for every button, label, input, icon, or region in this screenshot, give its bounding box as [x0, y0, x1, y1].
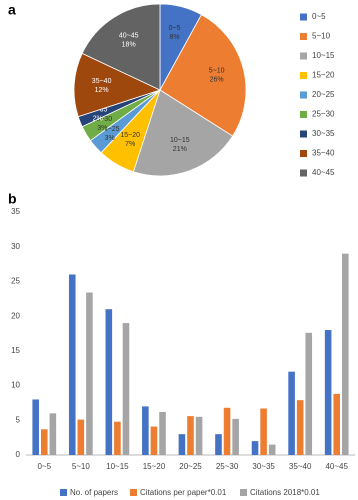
bar	[324, 330, 332, 455]
legend-label: 0~5	[312, 12, 326, 21]
slice-category: 40~45	[119, 32, 139, 39]
legend-swatch	[300, 33, 307, 40]
x-tick-label: 40~45	[325, 462, 348, 471]
x-tick-label: 10~15	[106, 462, 129, 471]
slice-label: 12%	[95, 87, 109, 94]
legend-swatch	[300, 150, 307, 157]
slice-label: 3%	[105, 135, 115, 142]
y-tick-label: 0	[16, 450, 21, 459]
bar	[68, 274, 76, 455]
legend-swatch	[240, 489, 247, 496]
legend-swatch	[300, 72, 307, 79]
slice-category: 10~15	[170, 137, 190, 144]
bar	[342, 253, 349, 455]
slice-category: 35~40	[92, 78, 112, 85]
slice-category: 15~20	[120, 132, 140, 139]
legend-label: 30~35	[312, 129, 335, 138]
legend-swatch	[130, 489, 137, 496]
bar	[305, 332, 313, 455]
y-tick-label: 25	[11, 277, 20, 286]
bar	[187, 416, 194, 455]
bar	[77, 419, 85, 455]
pie-slice	[81, 3, 161, 91]
bar	[114, 421, 121, 455]
y-tick-label: 5	[16, 415, 21, 424]
y-tick-label: 15	[11, 346, 20, 355]
bar	[40, 429, 48, 455]
slice-category: 5~10	[209, 67, 225, 74]
x-tick-label: 0~5	[37, 462, 51, 471]
slice-category: 25~30	[92, 116, 112, 123]
slice-label: 7%	[125, 141, 135, 148]
pie-slice	[73, 52, 162, 118]
x-tick-label: 35~40	[289, 462, 312, 471]
y-tick-label: 20	[11, 311, 20, 320]
slice-category: 0~5	[169, 25, 181, 32]
bar	[288, 371, 295, 455]
bar	[296, 400, 304, 455]
legend-swatch	[300, 13, 307, 21]
bar	[142, 406, 149, 455]
bar	[159, 411, 166, 455]
bar	[105, 309, 113, 455]
x-tick-label: 25~30	[216, 462, 239, 471]
legend-label: 40~45	[312, 168, 335, 177]
bar	[215, 434, 222, 455]
legend-label: 25~30	[312, 110, 335, 119]
legend-label: Citations 2018*0.01	[250, 488, 320, 497]
slice-label: 8%	[169, 34, 179, 41]
bar	[32, 399, 39, 455]
bar	[251, 441, 259, 455]
slice-label: 21%	[173, 146, 187, 153]
x-tick-label: 15~20	[143, 462, 166, 471]
bar	[122, 323, 130, 455]
panel-label: b	[8, 191, 17, 207]
bar	[178, 434, 186, 455]
bar	[232, 418, 239, 455]
bar	[333, 393, 341, 455]
legend-label: 20~25	[312, 90, 335, 99]
x-tick-label: 30~35	[252, 462, 275, 471]
legend-label: 15~20	[312, 71, 335, 80]
slice-category: 20~25	[100, 126, 120, 133]
slice-label: 26%	[210, 76, 224, 83]
slice-label: 18%	[122, 41, 136, 48]
y-tick-label: 30	[11, 242, 20, 251]
legend-swatch	[300, 111, 307, 118]
legend-label: 35~40	[312, 149, 335, 158]
slice-label: 3%	[97, 125, 107, 132]
legend-label: 5~10	[312, 32, 331, 41]
legend-label: Citations per paper*0.01	[140, 488, 227, 497]
bar	[260, 408, 267, 455]
bar	[49, 413, 57, 455]
y-tick-label: 35	[11, 207, 20, 216]
x-tick-label: 5~10	[72, 462, 91, 471]
bar	[223, 407, 231, 455]
legend-swatch	[60, 489, 67, 496]
legend-label: No. of papers	[70, 488, 118, 497]
bar	[268, 444, 276, 455]
bar	[195, 416, 203, 455]
panel-label: a	[8, 2, 16, 18]
slice-label: 2%	[93, 116, 103, 123]
legend-swatch	[300, 52, 307, 60]
y-tick-label: 10	[11, 381, 20, 390]
bar	[150, 426, 158, 455]
x-tick-label: 20~25	[179, 462, 202, 471]
legend-swatch	[300, 91, 307, 99]
legend-label: 10~15	[312, 51, 335, 60]
pie-slice	[132, 89, 234, 177]
legend-swatch	[300, 130, 307, 138]
legend-swatch	[300, 169, 307, 177]
bar	[86, 292, 93, 455]
pie-slice	[159, 14, 247, 137]
